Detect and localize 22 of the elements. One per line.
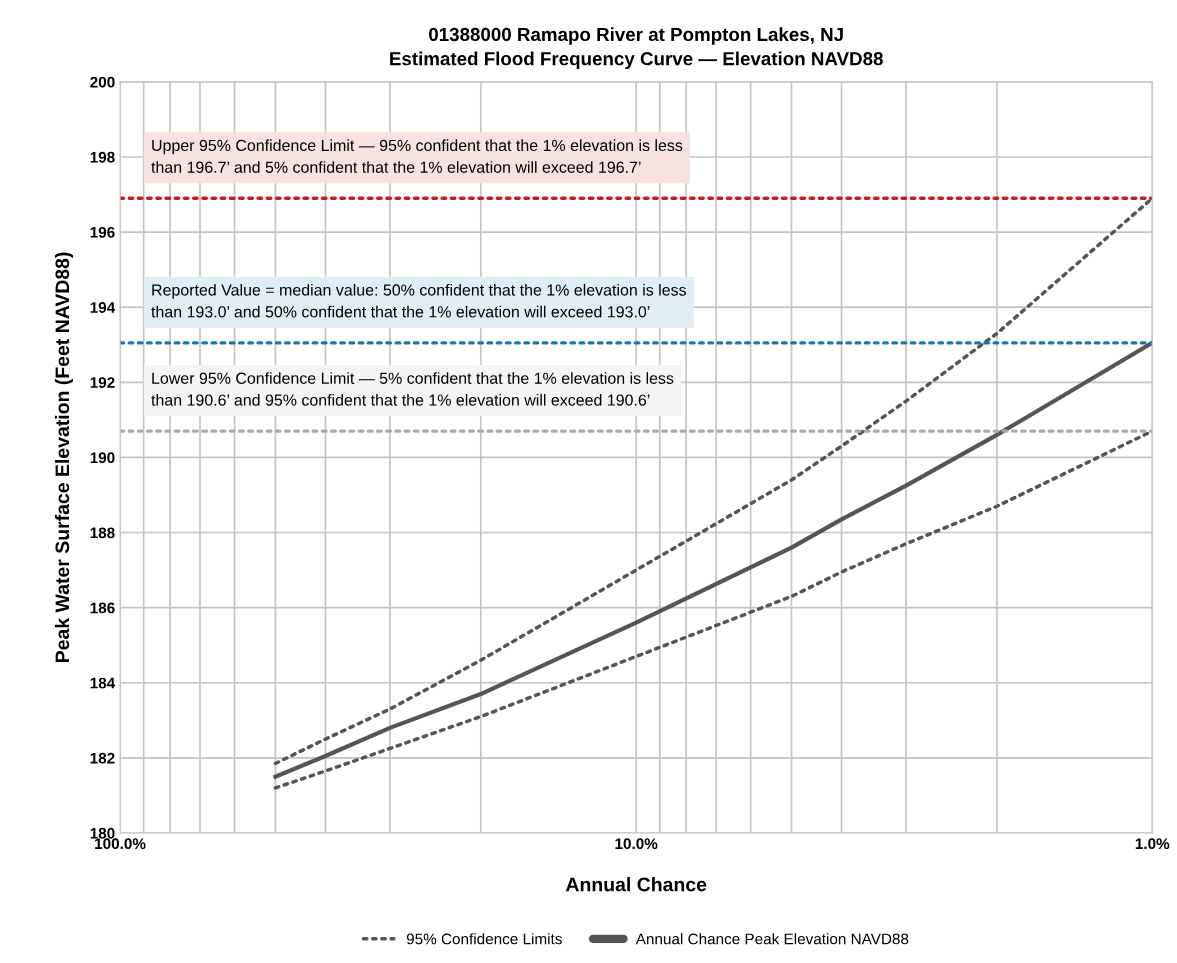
y-tick-label: 186 xyxy=(90,602,115,614)
y-tick-label: 194 xyxy=(90,302,116,313)
ref-line-label: Reported Value = median value: 50% confident that the 1% elevation is less than 193.0’ and 50% confident that the 1% elevation will exceed 193.0’ xyxy=(151,283,686,318)
y-axis-title: Peak Water Surface Elevation (Feet NAVD88) xyxy=(54,252,74,662)
legend-label: Annual Chance Peak Elevation NAVD88 xyxy=(635,933,909,945)
y-tick-label: 192 xyxy=(90,377,115,388)
x-tick-label: 1.0% xyxy=(1135,838,1170,850)
y-tick-label: 188 xyxy=(90,527,115,539)
chart-title: 01388000 Ramapo River at Pompton Lakes, NJ Estimated Flood Frequency Curve — Elevation NAVD88 xyxy=(390,27,883,70)
y-tick-label: 180 xyxy=(90,827,115,839)
legend-label: 95% Confidence Limits xyxy=(406,933,562,945)
y-tick-label: 198 xyxy=(90,151,115,163)
ref-line-label: Upper 95% Confidence Limit — 95% confident that the 1% elevation is less than 196.7’ and 5% confident that the 1% elevation will exceed 196.7’ xyxy=(151,139,683,173)
x-tick-label: 100.0% xyxy=(95,838,146,850)
x-tick-label: 10.0% xyxy=(615,838,658,850)
x-axis-title: Annual Chance xyxy=(565,877,707,892)
y-tick-label: 196 xyxy=(90,226,115,238)
y-tick-label: 190 xyxy=(90,452,115,464)
ref-line-label: Lower 95% Confidence Limit — 5% confident that the 1% elevation is less than 190.6’ and 95% confident that the 1% elevation will exceed 190.6’ xyxy=(151,372,674,406)
y-tick-label: 200 xyxy=(90,76,115,88)
y-tick-label: 184 xyxy=(90,677,116,689)
y-tick-label: 182 xyxy=(90,752,115,764)
